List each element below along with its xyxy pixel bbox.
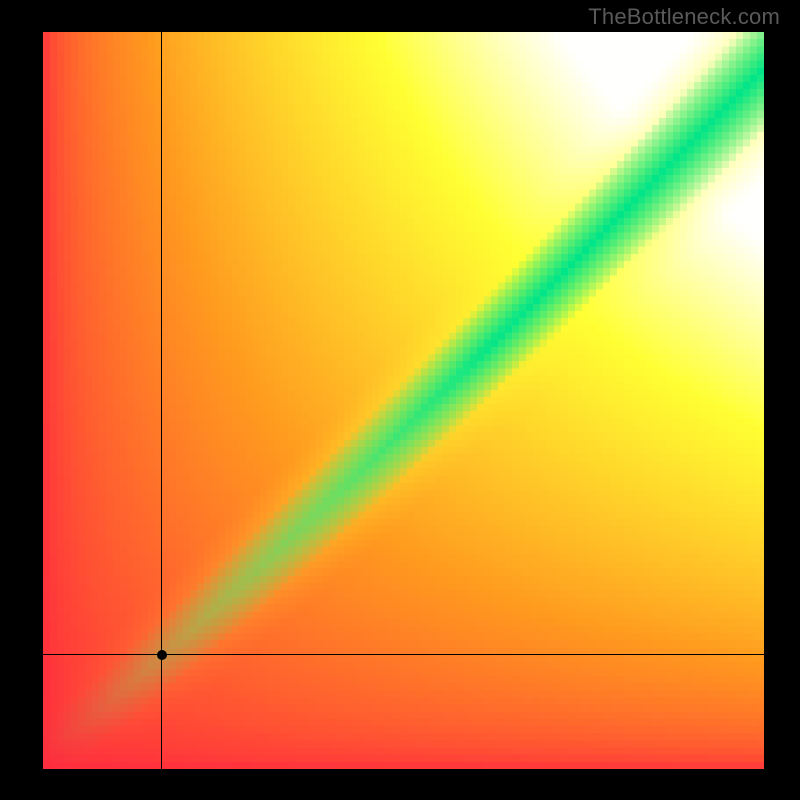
plot-area [43,32,764,769]
crosshair-horizontal [43,654,764,655]
watermark-text: TheBottleneck.com [588,4,780,30]
heatmap-canvas [43,32,764,769]
marker-dot [157,650,167,660]
